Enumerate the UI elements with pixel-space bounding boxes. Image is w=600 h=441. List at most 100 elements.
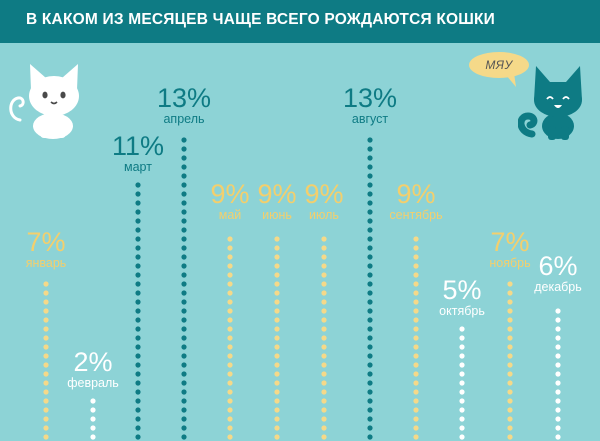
bar-dot xyxy=(367,281,373,287)
bar-dot xyxy=(135,182,141,188)
bar-dot xyxy=(181,416,187,422)
bar-dot xyxy=(321,362,327,368)
bar-dot xyxy=(413,344,419,350)
bar-dot xyxy=(321,425,327,431)
month-label: апрель xyxy=(163,112,204,126)
bar-dot xyxy=(181,191,187,197)
month-label: февраль xyxy=(67,376,119,390)
bar-dot xyxy=(413,263,419,269)
bar-dot xyxy=(181,308,187,314)
speech-bubble: МЯУ xyxy=(468,51,530,87)
bar-dot xyxy=(367,425,373,431)
bar-dot xyxy=(181,173,187,179)
bar-dot xyxy=(43,335,49,341)
month-label: март xyxy=(124,160,152,174)
bar-dot xyxy=(274,416,280,422)
percent-label: 9% xyxy=(257,179,296,209)
bar-dot xyxy=(459,326,465,332)
bar-февраль xyxy=(90,398,96,440)
bar-dot xyxy=(135,434,141,440)
bar-dot xyxy=(135,362,141,368)
bar-dot xyxy=(227,407,233,413)
bar-dot xyxy=(367,182,373,188)
month-label: декабрь xyxy=(534,280,582,294)
bar-dot xyxy=(181,371,187,377)
bar-dot xyxy=(274,272,280,278)
percent-label: 9% xyxy=(210,179,249,209)
bar-dot xyxy=(321,281,327,287)
bar-dot xyxy=(413,317,419,323)
bar-dot xyxy=(367,398,373,404)
bar-dot xyxy=(367,407,373,413)
bar-dot xyxy=(413,425,419,431)
percent-label: 7% xyxy=(26,227,65,257)
bar-dot xyxy=(321,389,327,395)
bar-dot xyxy=(321,317,327,323)
bar-dot xyxy=(181,164,187,170)
bar-dot xyxy=(181,146,187,152)
bar-dot xyxy=(367,191,373,197)
bar-dot xyxy=(367,263,373,269)
bar-dot xyxy=(367,164,373,170)
bar-dot xyxy=(367,173,373,179)
percent-label: 2% xyxy=(73,347,112,377)
bar-dot xyxy=(135,398,141,404)
bar-dot xyxy=(181,218,187,224)
bar-dot xyxy=(135,236,141,242)
bar-dot xyxy=(90,416,96,422)
bar-dot xyxy=(555,434,561,440)
bar-dot xyxy=(135,335,141,341)
bar-dot xyxy=(321,398,327,404)
bar-dot xyxy=(135,290,141,296)
bar-dot xyxy=(135,425,141,431)
bar-dot xyxy=(43,362,49,368)
bar-dot xyxy=(507,425,513,431)
bar-dot xyxy=(181,272,187,278)
bar-апрель xyxy=(181,137,187,440)
bar-dot xyxy=(555,344,561,350)
bar-dot xyxy=(555,416,561,422)
percent-label: 9% xyxy=(396,179,435,209)
bar-dot xyxy=(274,434,280,440)
bar-dot xyxy=(135,272,141,278)
month-label: январь xyxy=(26,256,67,270)
bar-dot xyxy=(274,389,280,395)
bar-dot xyxy=(367,272,373,278)
bar-dot xyxy=(367,380,373,386)
bar-dot xyxy=(507,434,513,440)
bar-dot xyxy=(555,326,561,332)
bar-dot xyxy=(367,245,373,251)
bar-dot xyxy=(274,290,280,296)
bar-dot xyxy=(321,299,327,305)
bar-dot xyxy=(227,398,233,404)
bar-dot xyxy=(181,299,187,305)
bar-dot xyxy=(367,254,373,260)
bar-dot xyxy=(555,353,561,359)
bar-dot xyxy=(181,155,187,161)
bar-dot xyxy=(227,371,233,377)
bar-dot xyxy=(43,416,49,422)
bar-dot xyxy=(321,272,327,278)
teal-cat-illustration xyxy=(518,66,582,140)
bar-dot xyxy=(321,434,327,440)
month-label: октябрь xyxy=(439,304,485,318)
bar-dot xyxy=(367,236,373,242)
bar-dot xyxy=(181,398,187,404)
births-by-month-chart: январь7%февраль2%март11%апрель13%май9%ию… xyxy=(26,83,582,440)
bar-dot xyxy=(43,434,49,440)
percent-label: 13% xyxy=(157,83,211,113)
bar-dot xyxy=(181,209,187,215)
bar-dot xyxy=(321,254,327,260)
bar-dot xyxy=(135,254,141,260)
bar-май xyxy=(227,236,233,440)
bar-dot xyxy=(459,434,465,440)
bar-dot xyxy=(413,272,419,278)
bar-dot xyxy=(181,263,187,269)
bar-dot xyxy=(555,398,561,404)
bar-dot xyxy=(507,308,513,314)
bar-dot xyxy=(413,398,419,404)
percent-label: 9% xyxy=(304,179,343,209)
bar-dot xyxy=(274,398,280,404)
bar-dot xyxy=(459,407,465,413)
bar-ноябрь xyxy=(507,281,513,440)
